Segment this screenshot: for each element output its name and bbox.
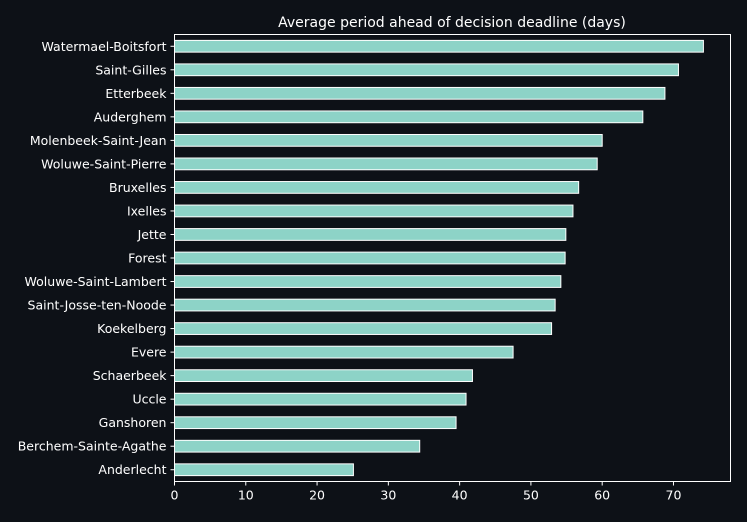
category-label: Anderlecht: [98, 462, 166, 477]
x-axis-ticks: 0 10 20 30 40 50 60 70: [171, 481, 682, 503]
plot-frame: [174, 34, 731, 482]
bar: [174, 63, 679, 77]
x-tick-label: 0: [171, 488, 179, 503]
category-label: Uccle: [132, 392, 166, 407]
x-tick-label: 40: [452, 488, 468, 503]
category-label: Saint-Josse-ten-Noode: [28, 298, 167, 313]
category-label: Woluwe-Saint-Pierre: [41, 156, 167, 171]
category-labels: Watermael-Boitsfort Saint-Gilles Etterbeek…: [18, 39, 175, 477]
chart-title: Average period ahead of decision deadlin…: [278, 15, 626, 31]
category-label: Bruxelles: [109, 180, 167, 195]
category-label: Auderghem: [94, 109, 167, 124]
bar: [174, 228, 567, 241]
bar: [174, 204, 574, 218]
category-label: Watermael-Boitsfort: [42, 39, 167, 54]
bar: [174, 275, 562, 288]
bar: [174, 133, 603, 147]
x-tick-label: 10: [238, 488, 254, 503]
category-label: Ixelles: [127, 203, 167, 218]
bar: [174, 298, 556, 312]
category-label: Evere: [131, 345, 167, 360]
x-tick-label: 20: [309, 488, 325, 503]
bar: [174, 463, 354, 477]
bars-group: [174, 39, 704, 477]
category-label: Woluwe-Saint-Lambert: [25, 274, 167, 289]
category-label: Molenbeek-Saint-Jean: [30, 133, 167, 148]
x-tick-label: 30: [380, 488, 396, 503]
category-label: Forest: [128, 251, 166, 266]
bar: [174, 86, 666, 100]
category-label: Koekelberg: [97, 321, 166, 336]
bar: [174, 181, 580, 194]
bar: [174, 369, 473, 383]
x-tick-label: 60: [594, 488, 610, 503]
bar: [174, 251, 566, 265]
bar: [174, 157, 598, 171]
bar: [174, 39, 704, 53]
category-label: Jette: [137, 227, 167, 242]
category-label: Berchem-Sainte-Agathe: [18, 439, 167, 454]
category-label: Schaerbeek: [93, 368, 168, 383]
category-label: Saint-Gilles: [95, 62, 166, 77]
x-tick-label: 50: [523, 488, 539, 503]
bar: [174, 345, 514, 359]
x-tick-label: 70: [666, 488, 682, 503]
bar: [174, 416, 457, 430]
bar: [174, 322, 553, 335]
bar: [174, 439, 421, 453]
bar: [174, 392, 467, 406]
category-label: Ganshoren: [99, 415, 167, 430]
bar: [174, 110, 644, 124]
category-label: Etterbeek: [105, 86, 167, 101]
